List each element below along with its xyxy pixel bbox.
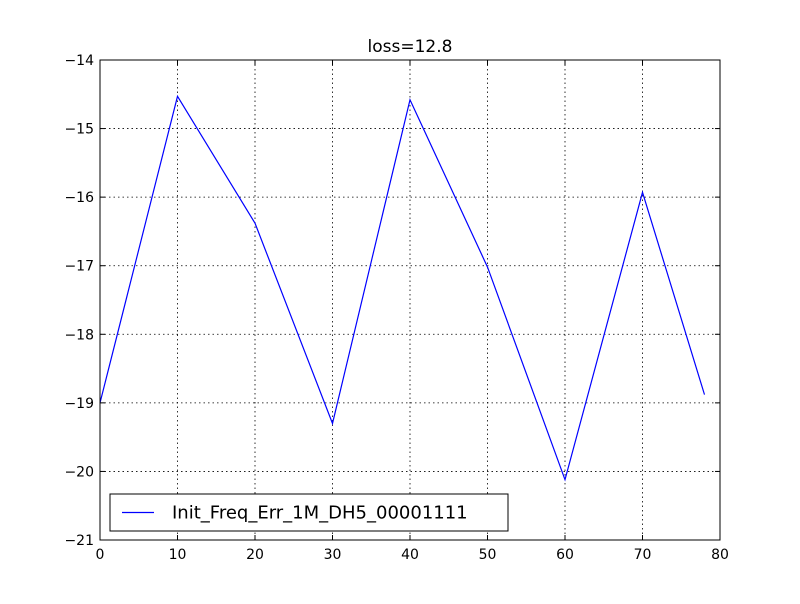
x-tick-label: 70: [634, 547, 652, 563]
x-tick-label: 40: [401, 547, 419, 563]
y-tick-label: −17: [64, 259, 94, 275]
y-tick-label: −18: [64, 327, 94, 343]
y-tick-label: −15: [64, 122, 94, 138]
x-tick-label: 80: [711, 547, 729, 563]
legend-box: [109, 493, 509, 532]
chart-title: loss=12.8: [368, 37, 453, 57]
y-tick-label: −14: [64, 53, 94, 69]
x-tick-label: 60: [556, 547, 574, 563]
ticks: 0 10 20 30 40 50 60 70 80 −21 −20 −19 −18 −17 −16 −15 −1…: [64, 53, 728, 563]
x-tick-label: 50: [479, 547, 497, 563]
legend: Init_Freq_Err_1M_DH5_00001111: [109, 493, 509, 532]
y-tick-label: −16: [64, 190, 94, 206]
x-tick-label: 30: [324, 547, 342, 563]
y-tick-label: −21: [64, 533, 94, 549]
grid: [100, 60, 720, 540]
y-tick-label: −19: [64, 396, 94, 412]
x-tick-label: 0: [96, 547, 105, 563]
x-tick-label: 10: [169, 547, 187, 563]
series-layer: [99, 94, 706, 482]
series-line: [99, 94, 706, 482]
legend-label: Init_Freq_Err_1M_DH5_00001111: [172, 503, 468, 524]
y-tick-label: −20: [64, 464, 94, 480]
x-tick-label: 20: [246, 547, 264, 563]
